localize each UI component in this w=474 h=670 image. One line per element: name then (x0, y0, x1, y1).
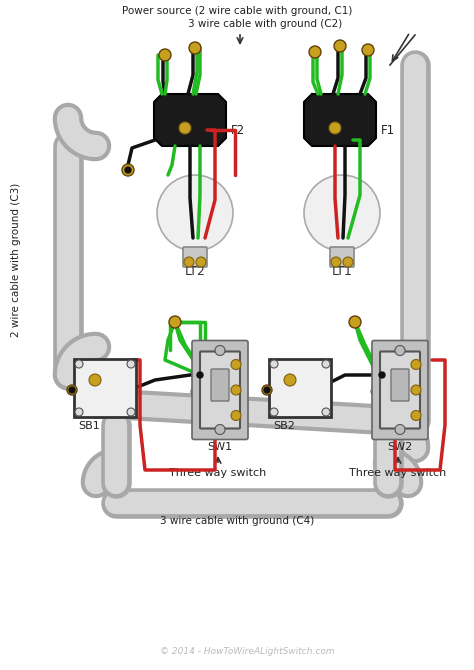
Circle shape (284, 374, 296, 386)
Circle shape (179, 122, 191, 134)
FancyBboxPatch shape (372, 340, 428, 440)
Text: 2 wire cable with ground (C3): 2 wire cable with ground (C3) (11, 183, 21, 337)
Circle shape (343, 257, 353, 267)
Text: Three way switch: Three way switch (349, 468, 447, 478)
Text: F2: F2 (231, 123, 245, 137)
Text: F1: F1 (381, 123, 395, 137)
Circle shape (169, 316, 181, 328)
Circle shape (127, 408, 135, 416)
Circle shape (304, 175, 380, 251)
Circle shape (189, 42, 201, 54)
Circle shape (215, 425, 225, 435)
FancyBboxPatch shape (269, 359, 331, 417)
Circle shape (231, 385, 241, 395)
Circle shape (349, 316, 361, 328)
Circle shape (122, 164, 134, 176)
Circle shape (334, 40, 346, 52)
Text: SB2: SB2 (273, 421, 295, 431)
Circle shape (231, 411, 241, 421)
Circle shape (197, 372, 203, 378)
Text: SW2: SW2 (387, 442, 413, 452)
Circle shape (67, 385, 77, 395)
Circle shape (411, 385, 421, 395)
FancyBboxPatch shape (192, 340, 248, 440)
Text: LT2: LT2 (184, 265, 205, 278)
Circle shape (264, 387, 270, 393)
Circle shape (395, 346, 405, 356)
Circle shape (262, 385, 272, 395)
Circle shape (157, 175, 233, 251)
FancyBboxPatch shape (391, 369, 409, 401)
Circle shape (362, 44, 374, 56)
Circle shape (75, 408, 83, 416)
Circle shape (322, 408, 330, 416)
Circle shape (125, 167, 131, 173)
Text: SB1: SB1 (79, 421, 100, 431)
Circle shape (215, 346, 225, 356)
FancyBboxPatch shape (200, 352, 240, 429)
Circle shape (329, 122, 341, 134)
Circle shape (159, 49, 171, 61)
Text: 3 wire cable with ground (C4): 3 wire cable with ground (C4) (160, 516, 314, 526)
Circle shape (309, 46, 321, 58)
FancyBboxPatch shape (330, 247, 354, 267)
Polygon shape (154, 94, 226, 146)
Circle shape (331, 257, 341, 267)
Circle shape (379, 372, 385, 378)
Text: © 2014 - HowToWireALightSwitch.com: © 2014 - HowToWireALightSwitch.com (160, 647, 334, 656)
Circle shape (270, 408, 278, 416)
Circle shape (411, 411, 421, 421)
Circle shape (127, 360, 135, 368)
Text: LT1: LT1 (331, 265, 353, 278)
FancyBboxPatch shape (74, 359, 136, 417)
Circle shape (89, 374, 101, 386)
FancyBboxPatch shape (211, 369, 229, 401)
Polygon shape (304, 94, 376, 146)
Circle shape (395, 425, 405, 435)
Circle shape (231, 360, 241, 369)
FancyBboxPatch shape (380, 352, 420, 429)
Circle shape (184, 257, 194, 267)
Circle shape (322, 360, 330, 368)
Circle shape (75, 360, 83, 368)
Circle shape (411, 360, 421, 369)
Text: C: C (370, 387, 376, 397)
Text: SW1: SW1 (208, 442, 233, 452)
Text: C: C (190, 387, 196, 397)
Circle shape (270, 360, 278, 368)
FancyBboxPatch shape (183, 247, 207, 267)
Circle shape (69, 387, 75, 393)
Text: 3 wire cable with ground (C2): 3 wire cable with ground (C2) (188, 19, 342, 29)
Text: Three way switch: Three way switch (169, 468, 266, 478)
Circle shape (196, 257, 206, 267)
Text: Power source (2 wire cable with ground, C1): Power source (2 wire cable with ground, … (122, 6, 352, 16)
